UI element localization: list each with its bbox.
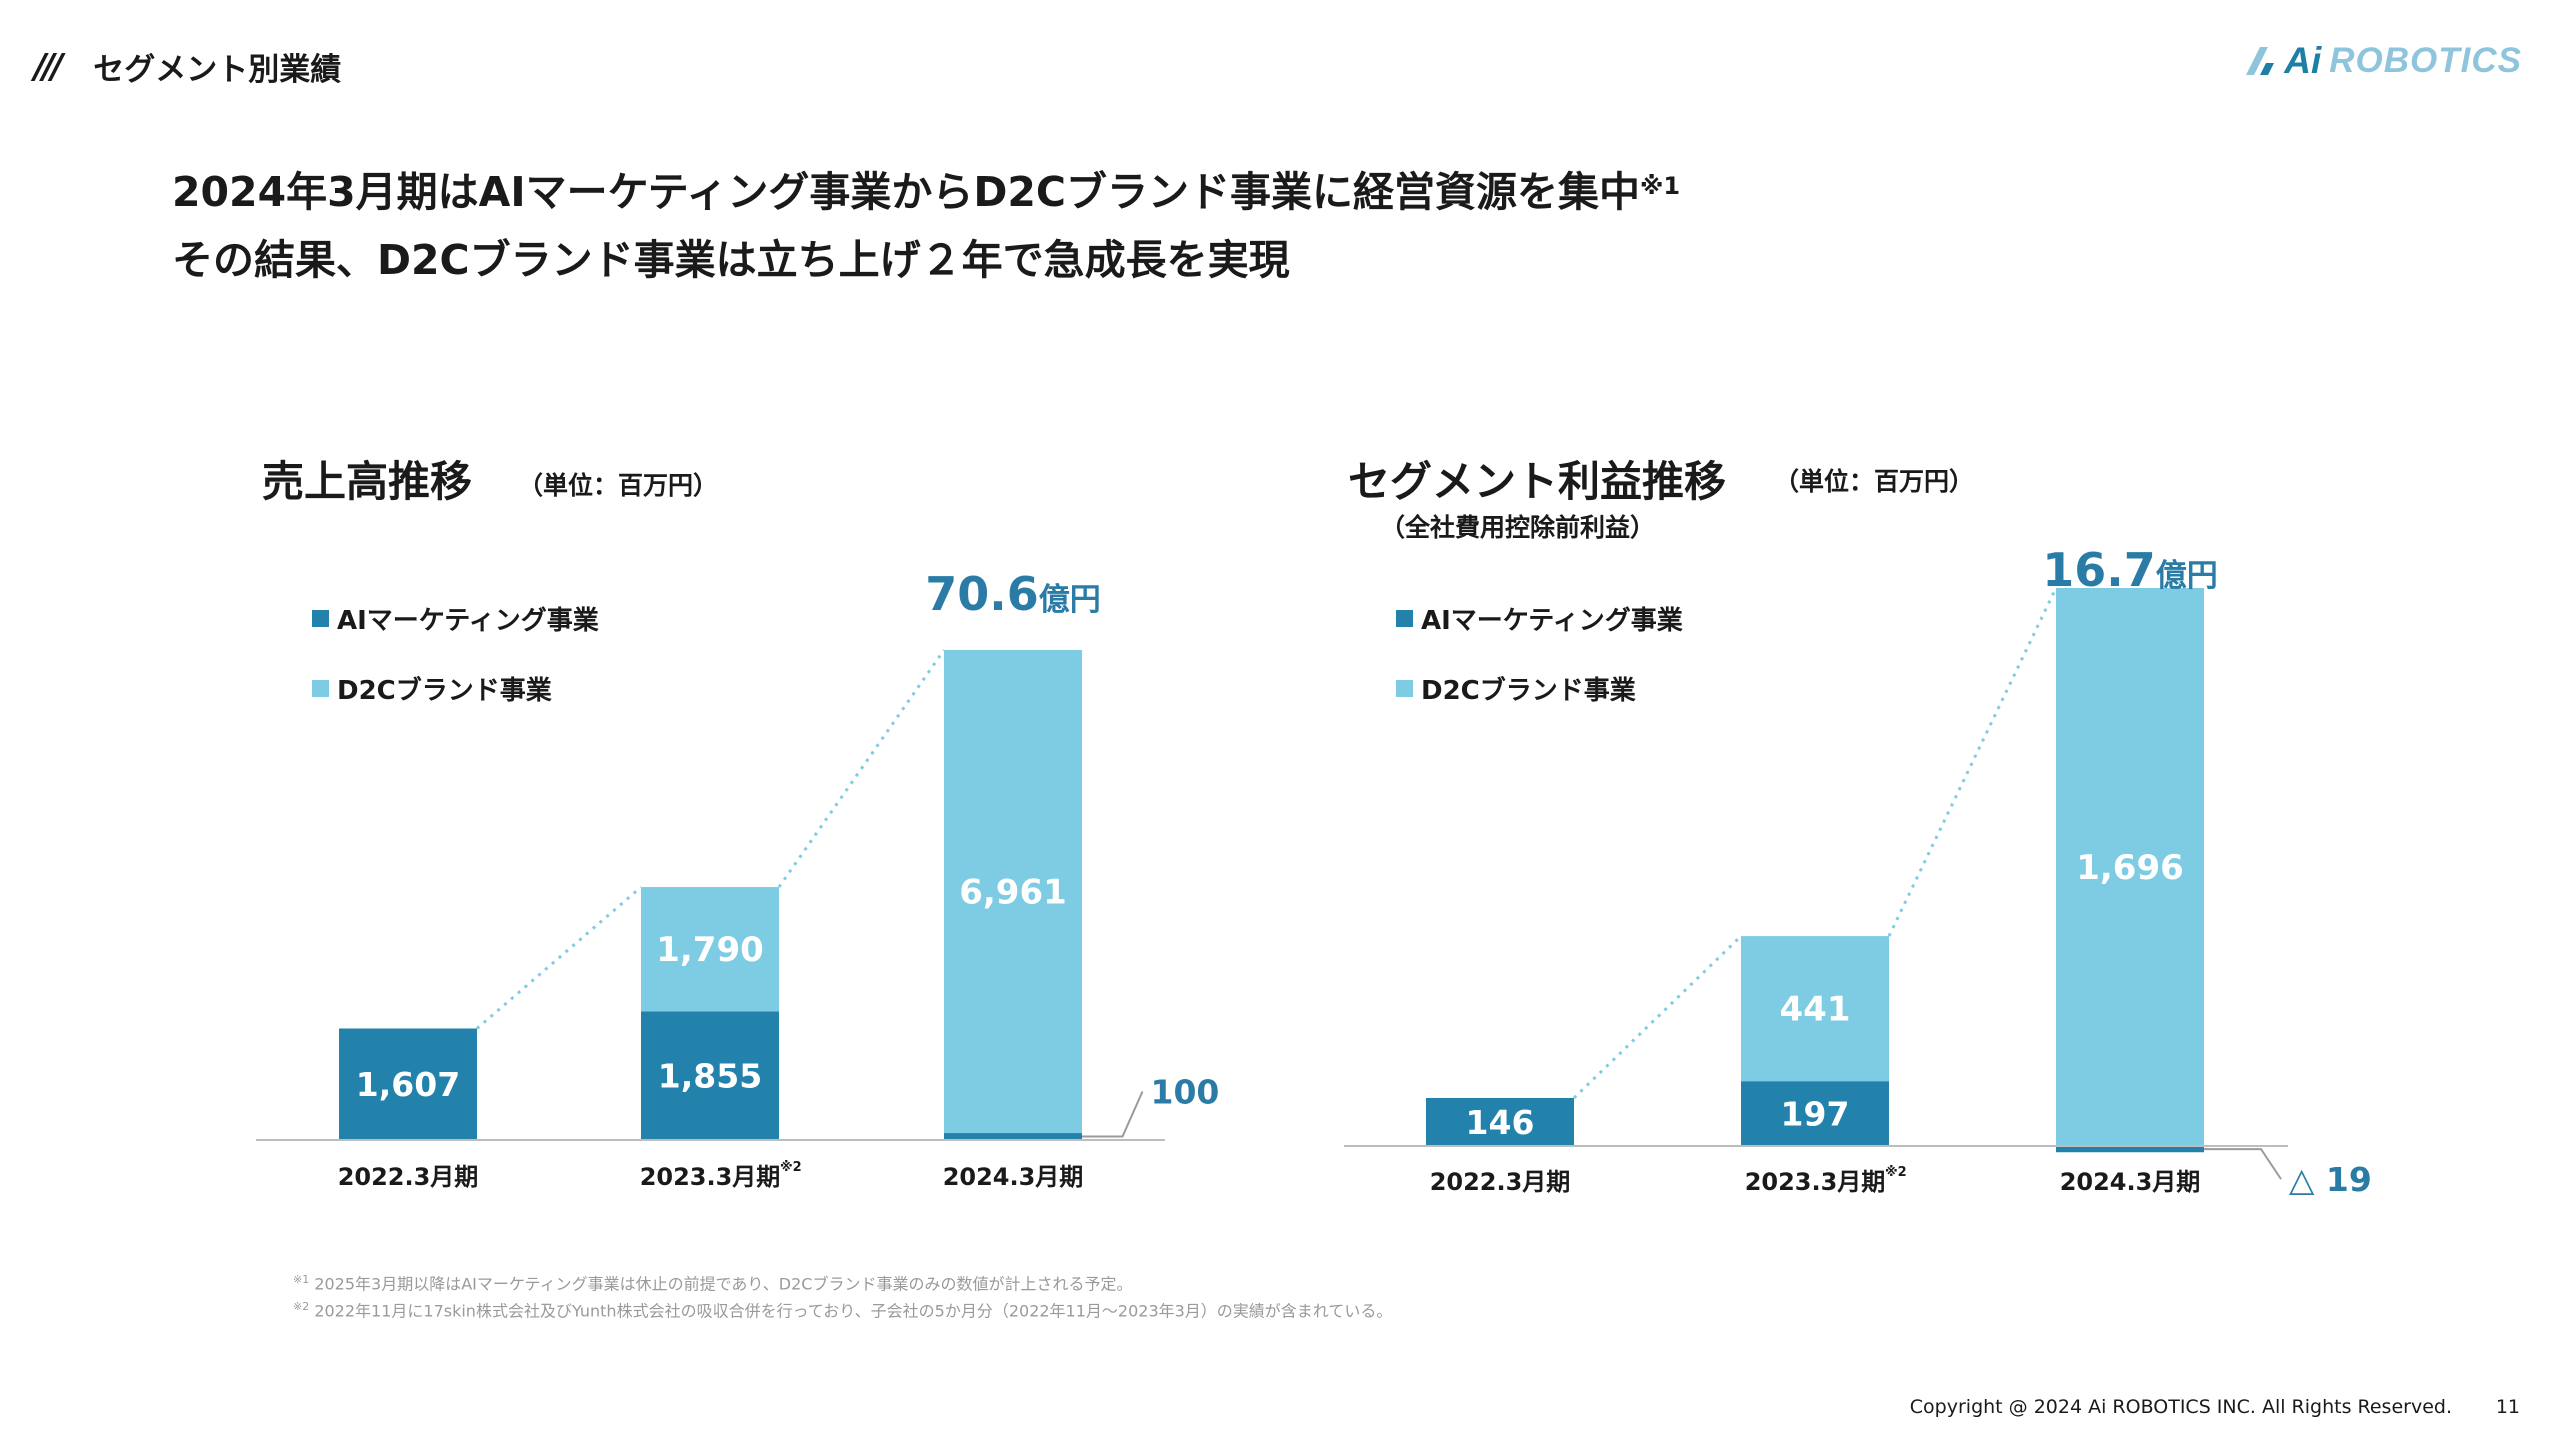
sales-label-ai-small: 100 — [1151, 1073, 1220, 1112]
profit-label-ai: 197 — [1781, 1095, 1850, 1134]
headline-note: ※1 — [1640, 172, 1681, 200]
sales-category-note: ※2 — [780, 1160, 802, 1175]
profit-bar-d2c — [2056, 588, 2204, 1146]
section-mark-icon: /// — [34, 46, 63, 87]
profit-legend-d2c: D2Cブランド事業 — [1396, 670, 1636, 707]
sales-bar-d2c — [641, 887, 779, 1012]
copyright: Copyright @ 2024 Ai ROBOTICS INC. All Ri… — [1909, 1396, 2452, 1418]
profit-trend-line — [1887, 587, 2058, 937]
profit-chart-title: セグメント利益推移 — [1348, 457, 1727, 506]
page-number: 11 — [2495, 1396, 2520, 1418]
sales-category-label: 2024.3月期 — [943, 1163, 1084, 1191]
headline: 2024年3月期はAIマーケティング事業からD2Cブランド事業に経営資源を集中※… — [172, 158, 1680, 294]
sales-total-callout: 70.6億円 — [925, 567, 1101, 621]
sales-bar-ai — [641, 1011, 779, 1140]
footnotes: ※1 2025年3月期以降はAIマーケティング事業は休止の前提であり、D2Cブラ… — [293, 1268, 1392, 1323]
sales-chart-title: 売上高推移 — [262, 457, 473, 506]
headline-line1: 2024年3月期はAIマーケティング事業からD2Cブランド事業に経営資源を集中※… — [172, 168, 1681, 216]
sales-label-d2c: 1,790 — [656, 930, 764, 970]
sales-bar-ai — [944, 1133, 1082, 1140]
sales-trend-line — [476, 885, 642, 1030]
profit-chart-unit: （単位：百万円） — [1774, 467, 1975, 496]
sales-legend-d2c: D2Cブランド事業 — [312, 670, 552, 707]
profit-category-note: ※2 — [1885, 1165, 1907, 1180]
section-header: /// セグメント別業績 — [34, 44, 341, 89]
company-logo: Ai ROBOTICS — [2246, 40, 2522, 82]
profit-trend-line — [1572, 935, 1743, 1100]
profit-bar-ai — [1741, 1081, 1889, 1146]
profit-category-label: 2022.3月期 — [1430, 1168, 1571, 1196]
profit-leader-line — [2204, 1148, 2282, 1180]
sales-label-ai: 1,607 — [356, 1065, 460, 1104]
profit-bar-ai — [2056, 1146, 2204, 1153]
profit-bar-d2c — [1741, 936, 1889, 1082]
legend-swatch-ai — [1396, 610, 1413, 627]
profit-label-d2c: 441 — [1780, 990, 1851, 1030]
profit-category-label: 2024.3月期 — [2060, 1168, 2201, 1196]
sales-chart-unit: （単位：百万円） — [518, 471, 719, 500]
profit-label-ai: 146 — [1466, 1103, 1535, 1142]
logo-mark-icon — [2246, 47, 2275, 75]
sales-bar-ai — [339, 1028, 477, 1140]
profit-bar-ai — [1426, 1097, 1574, 1146]
profit-chart-subtitle: （全社費用控除前利益） — [1380, 513, 1656, 542]
profit-label-d2c: 1,696 — [2076, 848, 2184, 888]
sales-category-label: 2022.3月期 — [338, 1163, 479, 1191]
legend-swatch-d2c — [1396, 680, 1413, 697]
logo-robotics-text: ROBOTICS — [2329, 41, 2522, 80]
sales-category-label: 2023.3月期 — [640, 1163, 781, 1191]
footnote-2: ※2 2022年11月に17skin株式会社及びYunth株式会社の吸収合併を行… — [293, 1300, 1393, 1321]
headline-line2: その結果、D2Cブランド事業は立ち上げ２年で急成長を実現 — [172, 236, 1290, 284]
sales-leader-line — [1082, 1091, 1144, 1138]
legend-swatch-d2c — [312, 680, 329, 697]
logo-ai-text: Ai — [2284, 40, 2322, 81]
legend-swatch-ai — [312, 610, 329, 627]
profit-legend-ai: AIマーケティング事業 — [1396, 600, 1683, 637]
profit-total-callout: 16.7億円 — [2042, 543, 2218, 597]
profit-label-ai-small: △ 19 — [2289, 1160, 2372, 1199]
profit-category-label: 2023.3月期 — [1745, 1168, 1886, 1196]
sales-legend-ai: AIマーケティング事業 — [312, 600, 599, 637]
footnote-1: ※1 2025年3月期以降はAIマーケティング事業は休止の前提であり、D2Cブラ… — [293, 1273, 1133, 1294]
sales-label-d2c: 6,961 — [959, 873, 1067, 913]
sales-label-ai: 1,855 — [658, 1057, 762, 1096]
sales-bar-d2c — [944, 650, 1082, 1134]
sales-trend-line — [777, 649, 946, 888]
section-title: セグメント別業績 — [93, 52, 342, 88]
